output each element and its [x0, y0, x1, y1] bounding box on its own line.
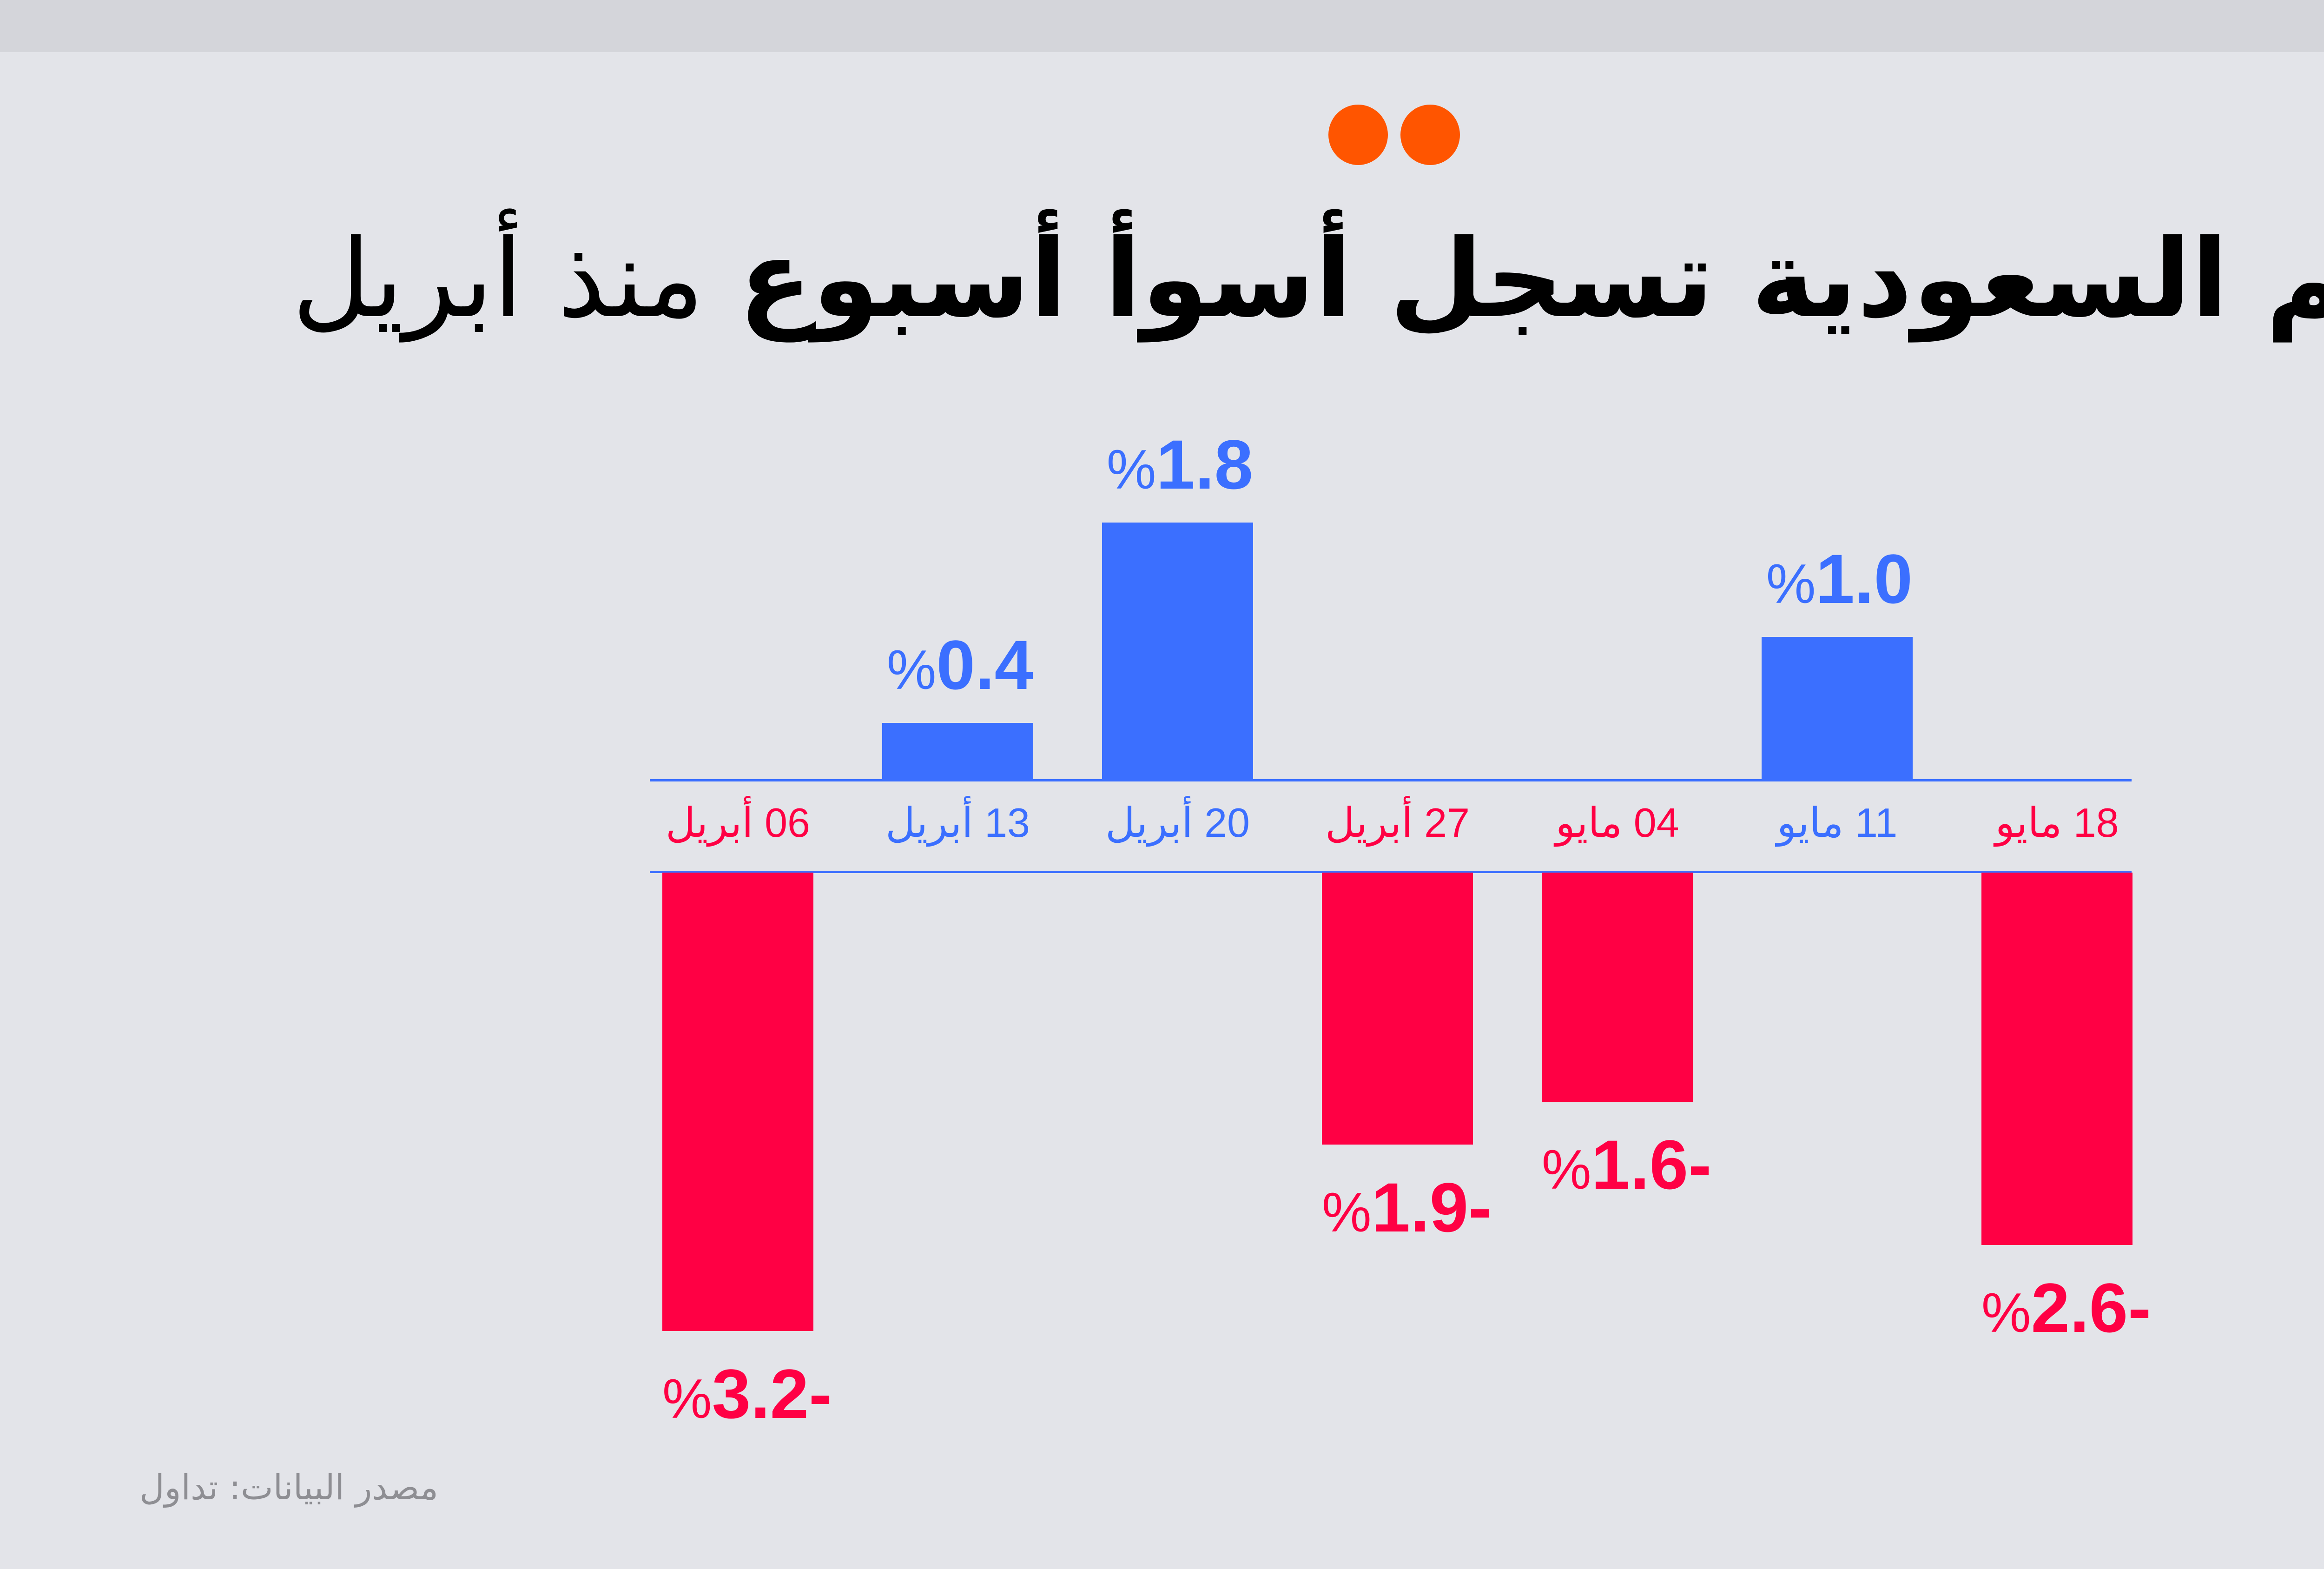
- title-light: منذ أبريل: [292, 216, 705, 342]
- bar: [1542, 873, 1693, 1102]
- category-label: 13 أبريل: [885, 800, 1030, 846]
- dot-right: [1400, 105, 1460, 165]
- data-source: مصدر البيانات: تداول: [139, 1468, 438, 1508]
- value-label: %1.9-: [1277, 1172, 1537, 1244]
- title-bold: الأسهم السعودية تسجل أسوأ أسبوع: [738, 216, 2324, 342]
- category-label: 18 مايو: [1995, 800, 2119, 846]
- value-number: 0.4: [936, 626, 1033, 704]
- percent-sign: %: [662, 1368, 712, 1430]
- category-label: 20 أبريل: [1105, 800, 1250, 846]
- category-label: 06 أبريل: [666, 800, 810, 846]
- bar: [1981, 873, 2133, 1245]
- value-number: 2.6-: [2031, 1269, 2152, 1347]
- value-label: %1.8: [993, 430, 1253, 501]
- bar: [1762, 637, 1913, 780]
- value-number: 3.2-: [712, 1355, 832, 1433]
- percent-sign: %: [1321, 1181, 1372, 1244]
- top-band: [0, 0, 2324, 52]
- value-number: 1.8: [1156, 425, 1253, 503]
- value-label: %3.2-: [617, 1359, 878, 1430]
- value-number: 1.0: [1816, 540, 1913, 618]
- value-number: 1.6-: [1591, 1125, 1712, 1204]
- percent-sign: %: [1541, 1139, 1591, 1201]
- value-number: 1.9-: [1371, 1168, 1492, 1246]
- page-title: الأسهم السعودية تسجل أسوأ أسبوع منذ أبري…: [139, 195, 2324, 363]
- category-label: 04 مايو: [1555, 800, 1679, 846]
- percent-sign: %: [886, 639, 937, 701]
- axis-line-top: [650, 779, 2132, 781]
- axis-line-bottom: [650, 871, 2132, 873]
- percent-sign: %: [1106, 438, 1156, 501]
- value-label: %1.0: [1652, 544, 1913, 615]
- value-label: %0.4: [773, 630, 1033, 701]
- percent-sign: %: [1981, 1282, 2031, 1344]
- quote-dots-icon: [1328, 105, 1460, 166]
- value-label: %2.6-: [1936, 1273, 2197, 1344]
- bar: [1102, 523, 1253, 780]
- value-label: %1.6-: [1497, 1130, 1757, 1201]
- category-label: 27 أبريل: [1325, 800, 1470, 846]
- category-label: 11 مايو: [1776, 800, 1898, 846]
- bar: [1322, 873, 1473, 1145]
- percent-sign: %: [1766, 553, 1816, 615]
- bar: [882, 723, 1033, 780]
- bar: [662, 873, 813, 1331]
- dot-left: [1328, 105, 1388, 165]
